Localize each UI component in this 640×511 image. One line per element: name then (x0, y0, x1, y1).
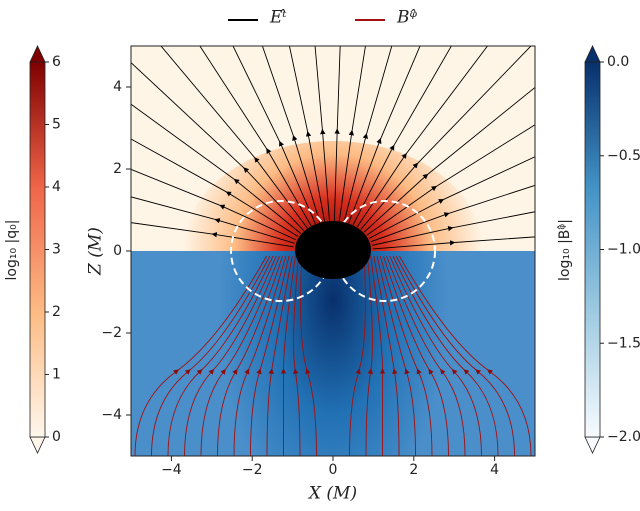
e-field-line (343, 46, 393, 223)
e-field-line (370, 184, 535, 243)
b-field-line (386, 255, 466, 456)
colorbar-label: log₁₀ |Bᵠ̂| (557, 219, 573, 281)
e-field-line (261, 46, 321, 223)
b-field-line (300, 255, 317, 456)
colorbar-tick-label: −0.5 (607, 148, 640, 164)
y-tick-label: 4 (113, 79, 122, 95)
plot-area (131, 46, 535, 456)
horizon (295, 221, 371, 279)
colorbar-tick-label: 2 (52, 304, 61, 320)
colorbar-tick-label: 6 (52, 54, 61, 70)
colorbar-tick-label: 5 (52, 117, 61, 133)
e-field-line (338, 46, 366, 222)
e-field-line (314, 46, 330, 222)
e-field-line (369, 156, 535, 239)
streamlines (131, 46, 535, 456)
b-field-line (382, 255, 449, 456)
colorbar-tick-label: 3 (52, 242, 61, 258)
e-field-line (372, 211, 535, 246)
colorbar-tick-label: 4 (52, 179, 61, 195)
b-field-line (349, 255, 366, 456)
colorbar-tick-label: 1 (52, 367, 61, 383)
x-tick-label: 4 (490, 462, 499, 478)
x-tick-label: 0 (329, 462, 338, 478)
e-field-line (160, 46, 308, 229)
colorbar (29, 61, 46, 438)
b-field-line (151, 255, 271, 456)
e-field-line (363, 86, 535, 233)
e-field-line (199, 46, 312, 227)
b-field-line (266, 255, 293, 456)
colorbar (584, 61, 601, 438)
e-field-line (131, 196, 295, 244)
e-field-line (131, 103, 301, 234)
b-field-line (200, 255, 280, 456)
colorbar-tick-label: −1.0 (607, 242, 640, 258)
y-axis-label: Z (M) (86, 227, 106, 276)
e-field-line (333, 46, 341, 222)
colorbar-extension (584, 436, 601, 454)
colorbar-tick-label: 0.0 (607, 54, 629, 70)
b-field-line (379, 255, 433, 456)
b-field-line (365, 255, 373, 456)
y-tick-label: −2 (101, 325, 122, 341)
x-tick-label: −2 (242, 462, 263, 478)
y-tick-label: −4 (101, 407, 122, 423)
b-field-line (370, 255, 386, 456)
b-field-line (293, 255, 301, 456)
e-field-line (352, 46, 452, 226)
colorbar-label: log₁₀ |q₀| (4, 220, 20, 281)
x-tick-label: 2 (409, 462, 418, 478)
b-field-line (392, 255, 499, 456)
legend-label: Bᵠ̂ (396, 8, 417, 28)
b-field-line (233, 255, 287, 456)
e-field-line (131, 222, 294, 248)
b-field-line (399, 255, 532, 456)
e-field-line (131, 168, 297, 241)
legend: Eᵗ̂ Bᵠ̂ (228, 8, 417, 28)
b-field-line (184, 255, 277, 456)
colorbar-extension (584, 45, 601, 63)
e-field-line (288, 46, 326, 222)
e-field-line (372, 236, 535, 250)
y-tick-label: 2 (113, 161, 122, 177)
x-axis-label: X (M) (307, 484, 357, 504)
legend-label: Eᵗ̂ (269, 8, 287, 28)
colorbar-tick-label: −1.5 (607, 335, 640, 351)
b-field-line (134, 255, 267, 456)
y-tick-label: 0 (113, 243, 122, 259)
colorbar-extension (29, 436, 46, 454)
e-field-line (366, 124, 535, 236)
b-field-line (395, 255, 515, 456)
e-field-line (232, 46, 316, 225)
b-field-line (167, 255, 274, 456)
b-field-line (389, 255, 482, 456)
b-field-line (376, 255, 416, 456)
magnetic-density (131, 251, 535, 456)
e-field-line (131, 62, 305, 231)
e-field-line (131, 138, 299, 237)
colorbar-extension (29, 45, 46, 63)
e-field-line (360, 46, 532, 230)
colorbar-tick-label: 0 (52, 429, 61, 445)
e-field-line (348, 46, 421, 224)
colorbar-tick-label: −2.0 (607, 429, 640, 445)
x-tick-label: −4 (161, 462, 182, 478)
